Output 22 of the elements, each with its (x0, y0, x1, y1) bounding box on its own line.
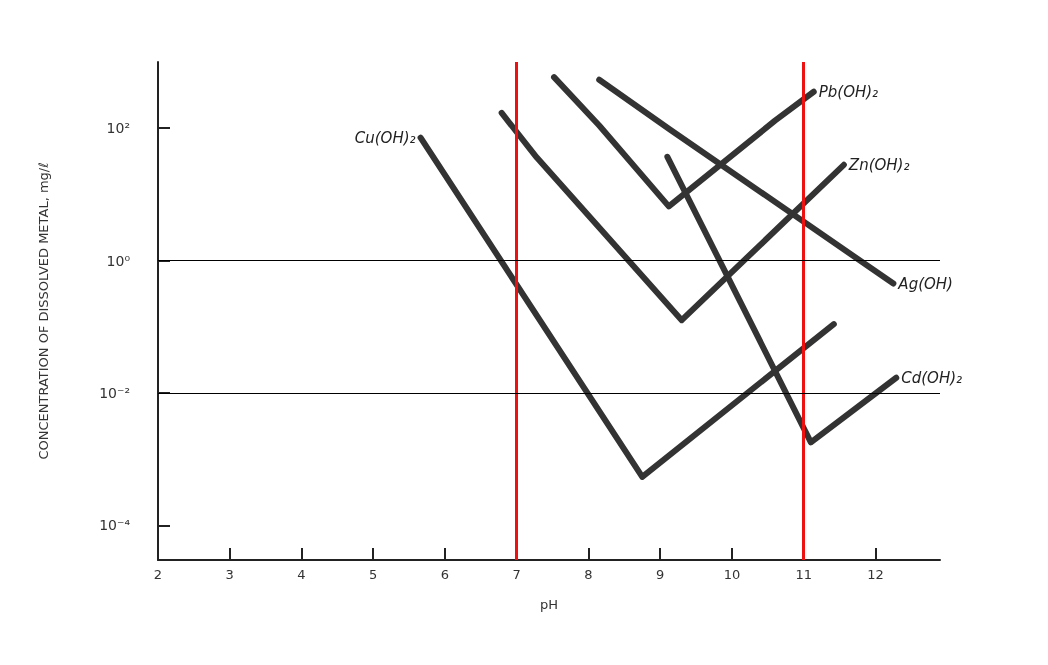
x-tick-label: 8 (584, 567, 593, 582)
x-tick-label: 9 (656, 567, 665, 582)
x-tick-label: 2 (153, 567, 163, 582)
x-tick-label: 5 (369, 567, 378, 582)
series-label: Zn(OH)₂ (847, 155, 910, 174)
x-axis-title: pH (539, 597, 559, 612)
y-tick-label: 10⁰ (106, 252, 131, 269)
series-label: Cd(OH)₂ (901, 368, 963, 387)
y-tick-label: 10⁻⁴ (99, 517, 131, 534)
x-tick-label: 3 (225, 567, 234, 582)
series-label: Cu(OH)₂ (354, 128, 416, 147)
series-label: Ag(OH) (897, 274, 953, 293)
x-tick-label: 10 (723, 567, 741, 582)
y-tick-label: 10² (106, 120, 130, 137)
x-tick-label: 12 (867, 567, 884, 582)
y-tick-label: 10⁻² (99, 384, 130, 401)
series-label: Pb(OH)₂ (818, 82, 879, 101)
x-tick-label: 11 (795, 567, 812, 582)
x-tick-label: 6 (440, 567, 450, 582)
y-axis-title: CONCENTRATION OF DISSOLVED METAL, mg/ℓ (36, 162, 51, 460)
x-tick-label: 4 (297, 567, 306, 582)
x-tick-label: 7 (512, 567, 521, 582)
